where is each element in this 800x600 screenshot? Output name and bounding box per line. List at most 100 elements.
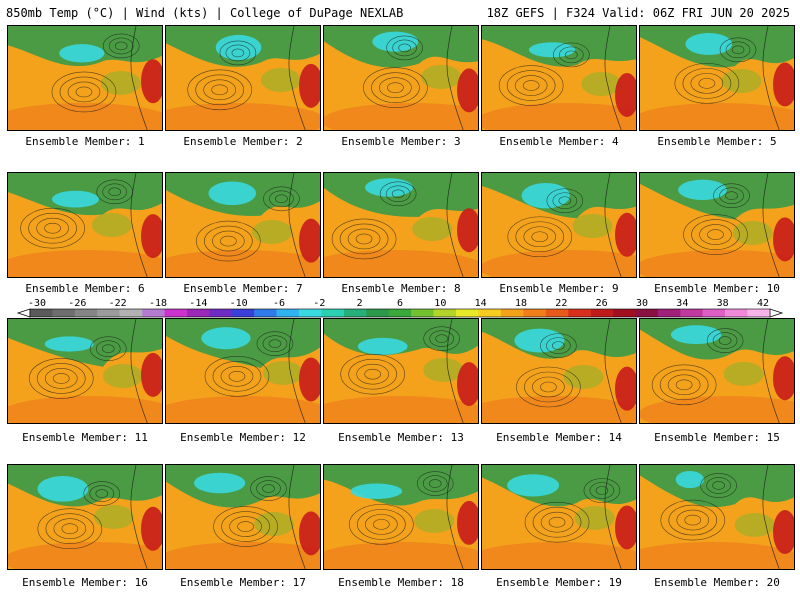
ensemble-member-label: Ensemble Member: 9 bbox=[499, 282, 619, 295]
temperature-map bbox=[8, 173, 162, 277]
colorbar-swatch bbox=[433, 309, 457, 317]
colorbar-swatch bbox=[456, 309, 479, 317]
ensemble-member-label: Ensemble Member: 5 bbox=[657, 135, 777, 148]
colorbar-swatch bbox=[635, 309, 659, 317]
colorbar-tick-label: -10 bbox=[230, 298, 248, 309]
colorbar-swatch bbox=[657, 309, 681, 317]
ensemble-member-label: Ensemble Member: 10 bbox=[654, 282, 780, 295]
colorbar-swatch bbox=[299, 309, 322, 317]
temperature-map bbox=[324, 319, 478, 423]
ensemble-member-label: Ensemble Member: 11 bbox=[22, 431, 148, 444]
ensemble-member-label: Ensemble Member: 19 bbox=[496, 576, 622, 589]
colorbar-tick-label: -14 bbox=[189, 298, 207, 309]
colorbar-swatch bbox=[725, 309, 748, 317]
temperature-map bbox=[324, 465, 478, 569]
colorbar-swatch bbox=[119, 309, 143, 317]
colorbar-tick-label: -30 bbox=[28, 298, 46, 309]
ensemble-panel bbox=[481, 172, 637, 278]
temperature-map bbox=[640, 26, 794, 130]
colorbar-swatch bbox=[568, 309, 591, 317]
ensemble-panel bbox=[165, 172, 321, 278]
ensemble-panel bbox=[7, 464, 163, 570]
colorbar-swatch bbox=[500, 309, 524, 317]
run-valid-time: 18Z GEFS | F324 Valid: 06Z FRI JUN 20 20… bbox=[486, 6, 790, 20]
colorbar-tick-label: -26 bbox=[68, 298, 86, 309]
temperature-map bbox=[640, 173, 794, 277]
temperature-map bbox=[324, 26, 478, 130]
colorbar-tick-label: 2 bbox=[357, 298, 363, 309]
ensemble-panel bbox=[165, 464, 321, 570]
colorbar-swatch bbox=[545, 309, 569, 317]
ensemble-member-label: Ensemble Member: 18 bbox=[338, 576, 464, 589]
ensemble-panel bbox=[639, 318, 795, 424]
colorbar-swatch bbox=[186, 309, 210, 317]
temperature-map bbox=[8, 465, 162, 569]
colorbar-tick-label: 38 bbox=[717, 298, 729, 309]
colorbar-swatch bbox=[411, 309, 434, 317]
temperature-map bbox=[8, 319, 162, 423]
ensemble-member-label: Ensemble Member: 20 bbox=[654, 576, 780, 589]
ensemble-member-label: Ensemble Member: 12 bbox=[180, 431, 306, 444]
ensemble-panel bbox=[481, 318, 637, 424]
colorbar-tick-label: -18 bbox=[149, 298, 167, 309]
colorbar-swatch bbox=[478, 309, 502, 317]
temperature-map bbox=[482, 465, 636, 569]
ensemble-panel bbox=[481, 464, 637, 570]
temperature-map bbox=[482, 26, 636, 130]
ensemble-panel bbox=[323, 172, 479, 278]
ensemble-panel bbox=[323, 25, 479, 131]
colorbar-tick-label: 10 bbox=[434, 298, 446, 309]
colorbar-swatch bbox=[52, 309, 76, 317]
ensemble-member-label: Ensemble Member: 7 bbox=[183, 282, 303, 295]
ensemble-member-label: Ensemble Member: 15 bbox=[654, 431, 780, 444]
ensemble-panel bbox=[323, 318, 479, 424]
temperature-map bbox=[482, 173, 636, 277]
temperature-map bbox=[324, 173, 478, 277]
colorbar-swatch bbox=[343, 309, 367, 317]
colorbar-tick-label: 26 bbox=[596, 298, 608, 309]
temperature-map bbox=[8, 26, 162, 130]
ensemble-panel bbox=[481, 25, 637, 131]
temperature-map bbox=[166, 173, 320, 277]
colorbar-swatch bbox=[680, 309, 703, 317]
colorbar-tick-label: 34 bbox=[676, 298, 688, 309]
ensemble-member-label: Ensemble Member: 4 bbox=[499, 135, 619, 148]
colorbar-swatch bbox=[142, 309, 165, 317]
ensemble-member-label: Ensemble Member: 16 bbox=[22, 576, 148, 589]
colorbar-tick-label: 42 bbox=[757, 298, 769, 309]
temperature-map bbox=[640, 319, 794, 423]
ensemble-member-label: Ensemble Member: 3 bbox=[341, 135, 461, 148]
ensemble-panel bbox=[7, 25, 163, 131]
product-title: 850mb Temp (°C) | Wind (kts) | College o… bbox=[6, 6, 404, 20]
colorbar-swatch bbox=[276, 309, 300, 317]
colorbar-tick-label: 6 bbox=[397, 298, 403, 309]
ensemble-panel bbox=[165, 318, 321, 424]
colorbar-tick-label: 22 bbox=[555, 298, 567, 309]
ensemble-member-label: Ensemble Member: 1 bbox=[25, 135, 145, 148]
colorbar-swatch bbox=[388, 309, 412, 317]
colorbar-swatch bbox=[74, 309, 98, 317]
colorbar-swatch bbox=[209, 309, 233, 317]
colorbar-tick-label: 30 bbox=[636, 298, 648, 309]
temperature-map bbox=[640, 465, 794, 569]
colorbar-tick-label: 14 bbox=[475, 298, 487, 309]
colorbar-tick-label: -6 bbox=[273, 298, 285, 309]
temperature-map bbox=[166, 319, 320, 423]
colorbar-swatch bbox=[366, 309, 389, 317]
header: 850mb Temp (°C) | Wind (kts) | College o… bbox=[0, 0, 800, 22]
ensemble-member-label: Ensemble Member: 6 bbox=[25, 282, 145, 295]
colorbar-swatch bbox=[30, 309, 53, 317]
colorbar-tick-label: 18 bbox=[515, 298, 527, 309]
colorbar-swatch bbox=[613, 309, 636, 317]
colorbar-tick-label: -22 bbox=[109, 298, 127, 309]
colorbar-swatch bbox=[747, 309, 771, 317]
ensemble-panel bbox=[323, 464, 479, 570]
ensemble-member-label: Ensemble Member: 8 bbox=[341, 282, 461, 295]
ensemble-panel bbox=[7, 172, 163, 278]
temperature-colorbar: -30 -26 -22 -18 -14 -10 -6 -2 2 6 10 14 18 22 26 30 34 38… bbox=[16, 298, 784, 318]
colorbar-swatch bbox=[231, 309, 255, 317]
ensemble-member-label: Ensemble Member: 17 bbox=[180, 576, 306, 589]
ensemble-panel bbox=[639, 25, 795, 131]
colorbar-swatch bbox=[321, 309, 345, 317]
colorbar-swatch bbox=[702, 309, 726, 317]
